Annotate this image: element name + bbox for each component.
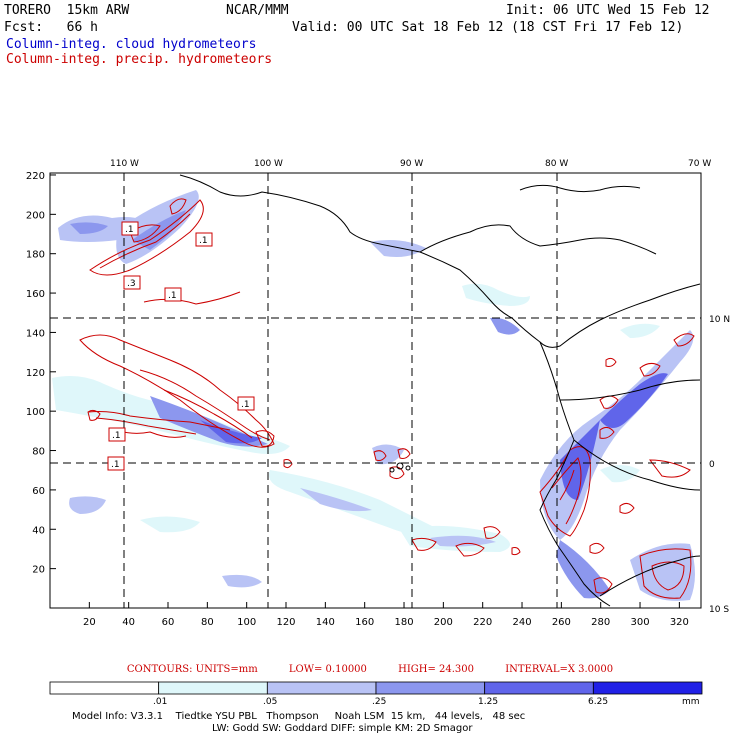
colorbar-segment [49, 681, 160, 695]
cloud-shading [52, 190, 695, 601]
x-tick-label: 140 [316, 617, 335, 628]
colorbar-segment [592, 681, 703, 695]
x-tick-label: 200 [434, 617, 453, 628]
lon-label-110w: 110 W [110, 159, 139, 169]
contour-info: CONTOURS: UNITS=mm LOW= 0.10000 HIGH= 24… [0, 664, 740, 675]
y-tick-label: 20 [32, 565, 45, 576]
lon-label-90w: 90 W [400, 159, 423, 169]
lon-label-70w: 70 W [688, 159, 711, 169]
colorbar-label-1: .01 [153, 697, 168, 707]
init-time: Init: 06 UTC Wed 15 Feb 12 [506, 3, 710, 18]
plot-frame [49, 172, 702, 609]
y-axis-ticks: 20 40 60 80 100 120 140 160 180 200 220 [26, 171, 56, 576]
colorbar-segment [266, 681, 377, 695]
contour-high: HIGH= 24.300 [398, 664, 475, 675]
valid-time: Valid: 00 UTC Sat 18 Feb 12 (18 CST Fri … [292, 20, 684, 35]
colorbar-label-3: .25 [372, 697, 387, 707]
colorbar-label-2: .05 [263, 697, 278, 707]
x-tick-label: 60 [162, 617, 175, 628]
x-tick-label: 160 [355, 617, 374, 628]
x-tick-label: 280 [591, 617, 610, 628]
colorbar-segment [375, 681, 486, 695]
y-tick-label: 60 [32, 486, 45, 497]
contour-low: LOW= 0.10000 [288, 664, 367, 675]
colorbar-label-4: 1.25 [478, 697, 499, 707]
physics-info-line: LW: Godd SW: Goddard DIFF: simple KM: 2D… [212, 723, 473, 734]
x-tick-label: 180 [394, 617, 413, 628]
lon-label-80w: 80 W [545, 159, 568, 169]
x-tick-label: 40 [122, 617, 135, 628]
y-tick-label: 200 [26, 210, 45, 221]
y-tick-label: 40 [32, 525, 45, 536]
contour-label-7: .1 [111, 460, 120, 470]
x-tick-label: 20 [83, 617, 96, 628]
forecast-hour: Fcst: 66 h [4, 20, 98, 35]
x-tick-label: 240 [512, 617, 531, 628]
model-title: TORERO 15km ARW [4, 3, 130, 18]
contour-label-4: .1 [168, 291, 177, 301]
field-blue-label: Column-integ. cloud hydrometeors [6, 37, 257, 52]
colorbar-label-5: 6.25 [588, 697, 609, 707]
lon-label-100w: 100 W [254, 159, 283, 169]
field-red-label: Column-integ. precip. hydrometeors [6, 52, 273, 67]
lat-lon-grid [50, 173, 701, 608]
x-tick-label: 100 [237, 617, 256, 628]
colorbar-unit: mm [682, 697, 700, 707]
organization-label: NCAR/MMM [226, 3, 289, 18]
x-tick-label: 320 [670, 617, 689, 628]
y-tick-label: 160 [26, 289, 45, 300]
contour-label-2: .1 [199, 236, 208, 246]
x-tick-label: 120 [276, 617, 295, 628]
contour-labels: .1 .1 .3 .1 .1 .1 .1 [107, 221, 255, 471]
contour-label-1: .1 [125, 225, 134, 235]
model-info-line: Model Info: V3.3.1 Tiedtke YSU PBL Thomp… [72, 711, 526, 722]
x-tick-label: 80 [201, 617, 214, 628]
colorbar [49, 681, 703, 695]
colorbar-segment [484, 681, 594, 695]
y-tick-label: 140 [26, 328, 45, 339]
x-axis-ticks: 20 40 60 80 100 120 140 160 180 200 220 240 260 280 30… [83, 602, 689, 628]
lat-label-10s: 10 S [709, 605, 729, 615]
contour-label-6: .1 [112, 431, 121, 441]
lat-label-10n: 10 N [709, 315, 730, 325]
contour-interval: INTERVAL=X 3.0000 [505, 664, 614, 675]
contour-units: CONTOURS: UNITS=mm [126, 664, 258, 675]
y-tick-label: 220 [26, 171, 45, 182]
coastlines [179, 174, 701, 607]
latitude-labels: 10 N 0 10 S [709, 315, 730, 615]
lat-label-0: 0 [709, 460, 715, 470]
y-tick-label: 100 [26, 407, 45, 418]
map-fields [50, 173, 701, 608]
x-tick-label: 260 [552, 617, 571, 628]
y-tick-label: 120 [26, 368, 45, 379]
y-tick-label: 80 [32, 447, 45, 458]
contour-label-3: .3 [127, 279, 136, 289]
colorbar-segment [158, 681, 268, 695]
contour-label-5: .1 [241, 400, 250, 410]
y-tick-label: 180 [26, 250, 45, 261]
x-tick-label: 300 [630, 617, 649, 628]
precip-contours [79, 198, 695, 599]
longitude-labels: 110 W 100 W 90 W 80 W 70 W [110, 159, 711, 169]
x-tick-label: 220 [473, 617, 492, 628]
